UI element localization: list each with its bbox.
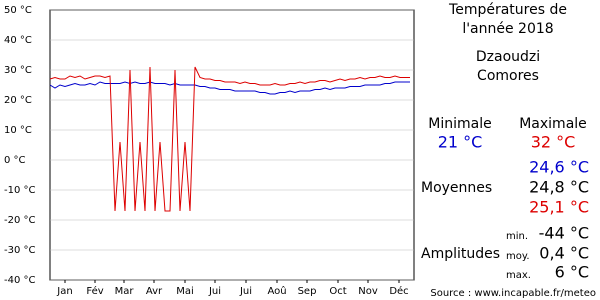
plot-frame	[49, 9, 415, 281]
y-tick-label: 30 °C	[4, 65, 32, 76]
amp-max: 6 °C	[555, 263, 589, 282]
amp-avg-label: moy.	[506, 251, 530, 262]
avg: 24,8 °C	[529, 178, 589, 197]
panel-title: Températures de	[448, 2, 567, 18]
city: Dzaoudzi	[476, 49, 540, 65]
x-tick-label: Nov	[358, 286, 378, 297]
min-label: Minimale	[428, 116, 491, 132]
x-tick-label: Oct	[329, 286, 346, 297]
y-tick-label: -40 °C	[4, 275, 36, 286]
max-value: 32 °C	[531, 133, 576, 152]
x-tick-label: Mai	[176, 286, 194, 297]
amp-max-label: max.	[506, 270, 531, 281]
amp-min: -44 °C	[539, 224, 589, 243]
amp-avg: 0,4 °C	[539, 244, 589, 263]
y-tick-label: 40 °C	[4, 35, 32, 46]
series-line	[49, 66, 410, 212]
x-tick-label: Sep	[298, 286, 317, 297]
x-tick-label: Jui	[239, 286, 252, 297]
avg-label: Moyennes	[421, 180, 492, 196]
min-value: 21 °C	[438, 133, 483, 152]
avg-max: 25,1 °C	[529, 198, 589, 217]
y-tick-label: 10 °C	[4, 125, 32, 136]
y-tick-label: -20 °C	[4, 215, 36, 226]
x-tick-label: Déc	[389, 285, 408, 297]
panel-title: l'année 2018	[462, 21, 553, 37]
avg-min: 24,6 °C	[529, 158, 589, 177]
max-label: Maximale	[519, 116, 587, 132]
y-tick-label: -10 °C	[4, 185, 36, 196]
y-tick-label: -30 °C	[4, 245, 36, 256]
x-tick-label: Mar	[115, 286, 135, 297]
y-tick-label: 50 °C	[4, 5, 32, 16]
x-tick-label: Fév	[86, 285, 103, 297]
x-tick-label: Jui	[208, 286, 221, 297]
amp-min-label: min.	[506, 231, 528, 242]
y-tick-label: 20 °C	[4, 95, 32, 106]
x-tick-label: Jan	[56, 286, 72, 297]
source: Source : www.incapable.fr/meteo	[430, 288, 596, 299]
x-tick-label: Avr	[146, 286, 163, 297]
country: Comores	[477, 68, 539, 84]
x-tick-label: Aoû	[267, 285, 286, 297]
amp-label: Amplitudes	[421, 246, 500, 262]
y-tick-label: 0 °C	[4, 155, 26, 166]
